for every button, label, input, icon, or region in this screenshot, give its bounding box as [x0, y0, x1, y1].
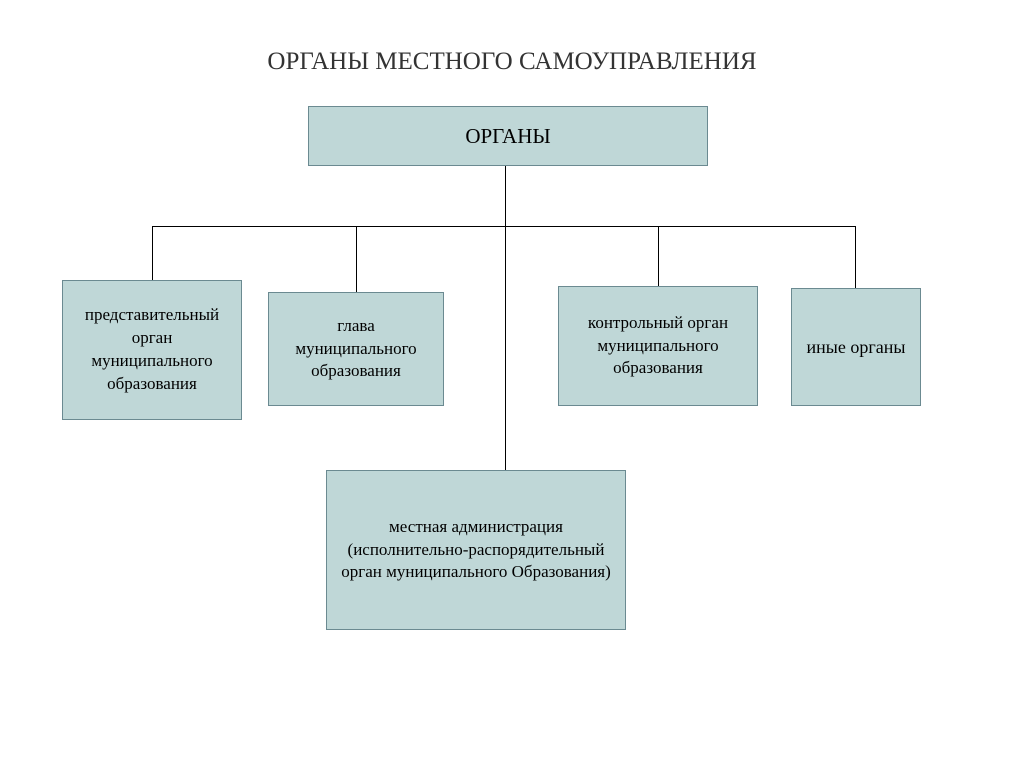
box-child1: представительный орган муниципального об…	[62, 280, 242, 420]
diagram-title: ОРГАНЫ МЕСТНОГО САМОУПРАВЛЕНИЯ	[0, 48, 1024, 76]
line-to-child3	[658, 226, 659, 286]
line-to-child1	[152, 226, 153, 280]
box-child5: местная администрация (исполнительно-рас…	[326, 470, 626, 630]
box-child3: контрольный орган муниципального образов…	[558, 286, 758, 406]
line-to-child5	[505, 226, 506, 470]
line-to-child4	[855, 226, 856, 288]
box-root: ОРГАНЫ	[308, 106, 708, 166]
line-horizontal	[152, 226, 855, 227]
line-root-down	[505, 166, 506, 226]
box-child4: иные органы	[791, 288, 921, 406]
box-child2: глава муниципального образования	[268, 292, 444, 406]
line-to-child2	[356, 226, 357, 292]
